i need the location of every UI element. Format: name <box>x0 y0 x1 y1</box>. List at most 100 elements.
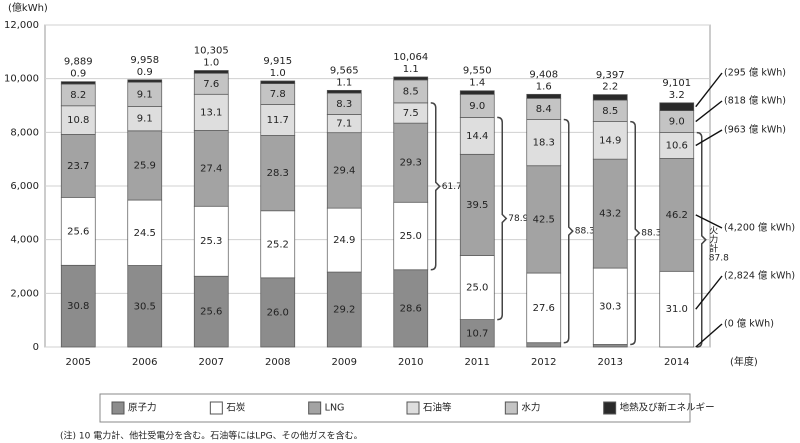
bar-segment <box>393 269 429 348</box>
bar-segment <box>459 90 495 95</box>
bar-segment <box>459 117 495 155</box>
bar-segment <box>459 153 495 256</box>
bar-segment <box>193 130 229 207</box>
segment-label: 13.1 <box>200 107 222 118</box>
segment-label: 9.1 <box>137 89 153 100</box>
segment-label: 39.5 <box>466 200 488 211</box>
y-tick-label: 8,000 <box>10 127 39 138</box>
fossil-label: 78.9 <box>508 214 528 224</box>
segment-label: 2.2 <box>602 82 618 93</box>
bar-segment <box>326 132 362 209</box>
legend-label: 水力 <box>521 402 540 414</box>
annotation-arrow <box>695 100 723 123</box>
legend-label: 石炭 <box>226 403 246 414</box>
segment-label: 7.8 <box>270 89 286 100</box>
y-tick-label: 10,000 <box>4 74 39 85</box>
total-label: 9,408 <box>529 70 558 81</box>
bar-segment <box>459 319 495 348</box>
bar-segment <box>127 130 163 201</box>
segment-label: 24.5 <box>134 228 156 239</box>
segment-label: 8.3 <box>336 99 352 110</box>
y-tick-label: 6,000 <box>10 181 39 192</box>
fossil-bracket <box>630 120 641 346</box>
annotation-arrow <box>695 275 723 310</box>
segment-label: 25.2 <box>267 239 289 250</box>
x-tick-label: 2007 <box>199 357 224 368</box>
bar-segment <box>127 81 163 107</box>
bar-segment <box>592 344 628 348</box>
segment-label: 1.6 <box>536 81 552 92</box>
segment-label: 7.1 <box>336 119 352 130</box>
segment-label: 24.9 <box>333 235 355 246</box>
legend-swatch <box>406 401 420 415</box>
segment-label: 14.4 <box>466 131 488 142</box>
legend-label: 原子力 <box>128 402 157 414</box>
x-tick-label: 2014 <box>664 357 689 368</box>
bar-segment <box>60 264 96 348</box>
segment-label: 29.4 <box>333 165 355 176</box>
bar-segment <box>60 81 96 85</box>
y-tick-label: 2,000 <box>10 288 39 299</box>
fossil-bracket <box>563 118 574 344</box>
segment-label: 30.3 <box>599 301 621 312</box>
legend-swatch <box>111 401 125 415</box>
segment-label: 29.3 <box>400 158 422 169</box>
segment-label: 27.4 <box>200 163 222 174</box>
bar-segment <box>592 121 628 160</box>
total-label: 10,064 <box>393 52 428 63</box>
bar-segment <box>260 135 296 212</box>
bar-segment <box>260 80 296 84</box>
segment-label: 0.9 <box>137 67 153 78</box>
segment-label: 1.0 <box>270 68 286 79</box>
annotation-arrow <box>695 72 723 108</box>
annotation-arrow <box>695 129 723 147</box>
fossil-bracket <box>696 131 707 348</box>
bar-segment <box>260 210 296 279</box>
segment-label: 9.0 <box>669 117 685 128</box>
x-unit: (年度) <box>730 355 758 368</box>
segment-label: 28.3 <box>267 168 289 179</box>
bar-segment <box>60 105 96 135</box>
fossil-bracket <box>430 102 441 271</box>
segment-label: 46.2 <box>666 210 688 221</box>
total-label: 9,889 <box>64 57 93 68</box>
bar-segment <box>193 275 229 348</box>
segment-label: 25.6 <box>200 307 222 318</box>
legend-label: 石油等 <box>423 402 452 414</box>
bar-segment <box>127 79 163 83</box>
segment-label: 25.6 <box>67 226 89 237</box>
total-label: 9,565 <box>330 65 359 76</box>
segment-label: 11.7 <box>267 115 289 126</box>
fossil-bracket <box>497 116 508 321</box>
bar-segment <box>60 196 96 266</box>
legend-swatch <box>209 401 223 415</box>
y-tick-label: 12,000 <box>4 20 39 31</box>
x-tick-label: 2013 <box>598 357 623 368</box>
segment-label: 25.3 <box>200 236 222 247</box>
total-label: 9,550 <box>463 66 492 77</box>
segment-label: 30.5 <box>134 301 156 312</box>
x-tick-label: 2005 <box>66 357 91 368</box>
legend-swatch <box>603 401 617 415</box>
segment-label: 18.3 <box>533 138 555 149</box>
kwh-annotation: (4,200 億 kWh) <box>724 222 795 234</box>
segment-label: 1.4 <box>469 78 485 89</box>
segment-label: 23.7 <box>67 161 89 172</box>
total-label: 10,305 <box>194 45 229 56</box>
bar-segment <box>260 277 296 348</box>
y-unit: (億kWh) <box>8 1 48 14</box>
bar-segment <box>193 205 229 277</box>
segment-label: 14.9 <box>599 135 621 146</box>
segment-label: 30.8 <box>67 301 89 312</box>
total-label: 9,915 <box>263 56 292 67</box>
legend-swatch <box>308 401 322 415</box>
legend-label: LNG <box>325 403 345 414</box>
bar-segment <box>659 270 695 348</box>
kwh-annotation: (818 億 kWh) <box>724 95 786 107</box>
bar-segment <box>127 199 163 266</box>
segment-label: 10.7 <box>466 328 488 339</box>
segment-label: 27.6 <box>533 303 555 314</box>
segment-label: 26.0 <box>267 307 289 318</box>
segment-label: 1.0 <box>203 57 219 68</box>
bar-segment <box>393 76 429 81</box>
